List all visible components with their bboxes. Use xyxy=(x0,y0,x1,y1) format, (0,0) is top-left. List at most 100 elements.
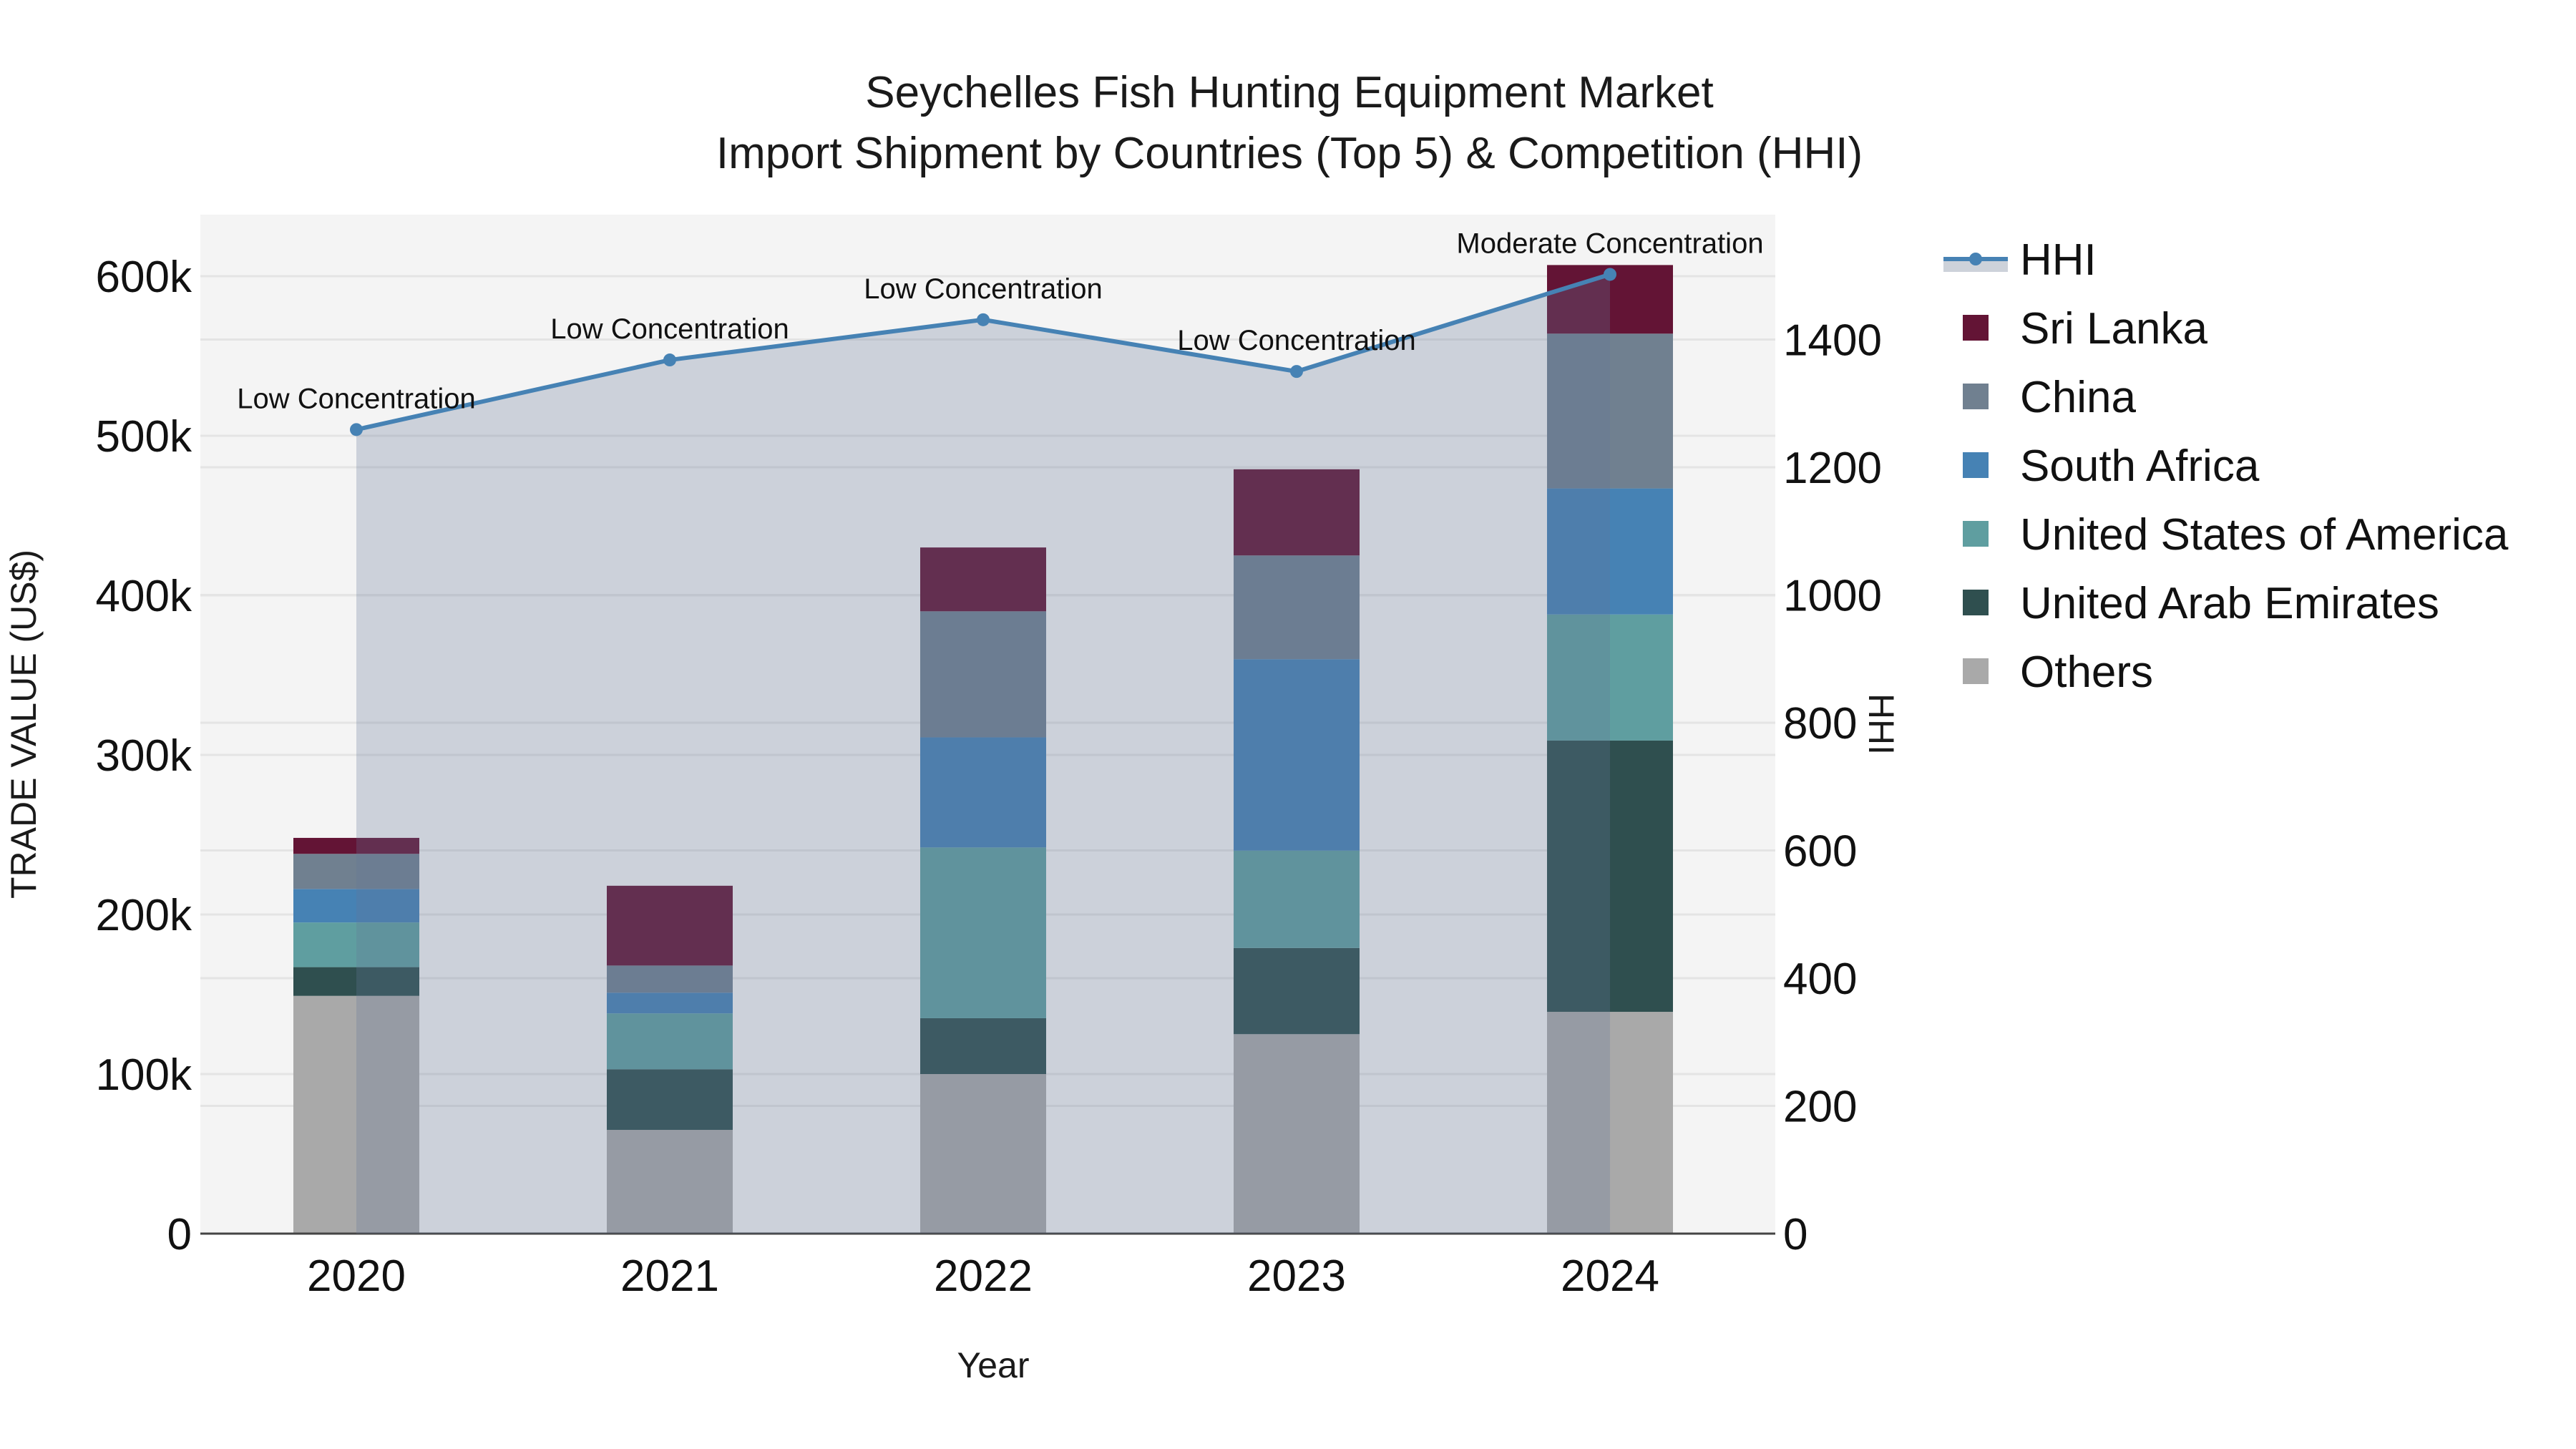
bar-segment[interactable] xyxy=(920,737,1046,848)
chart-title-line2: Import Shipment by Countries (Top 5) & C… xyxy=(716,129,1863,178)
bar-segment[interactable] xyxy=(1234,555,1360,660)
x-tick-label: 2022 xyxy=(934,1252,1033,1301)
legend-item-hhi[interactable]: HHI xyxy=(1943,235,2097,285)
y-left-tick-label: 600k xyxy=(96,253,192,302)
bar-segment[interactable] xyxy=(1547,1012,1673,1234)
y-left-tick-label: 200k xyxy=(96,891,192,940)
bar-stack-2024[interactable] xyxy=(1547,265,1673,1234)
bar-segment[interactable] xyxy=(293,854,419,889)
hhi-annotations: Low Concentration Low Concentration Low Co… xyxy=(237,228,1763,414)
y-left-tick-label: 400k xyxy=(96,572,192,621)
legend-swatch-icon xyxy=(1963,521,1989,547)
legend-item-south-africa[interactable]: South Africa xyxy=(1963,441,2260,491)
y-left-tick-label: 100k xyxy=(96,1050,192,1100)
legend: HHI Sri Lanka China South Africa United Stat… xyxy=(1943,235,2509,697)
legend-label: Sri Lanka xyxy=(2020,304,2207,353)
bar-segment[interactable] xyxy=(607,992,733,1014)
bar-segment[interactable] xyxy=(293,995,419,1234)
legend-item-others[interactable]: Others xyxy=(1963,648,2153,697)
legend-label: South Africa xyxy=(2020,441,2260,491)
x-tick-label: 2024 xyxy=(1561,1252,1659,1301)
chart-title-line1: Seychelles Fish Hunting Equipment Market xyxy=(865,68,1713,117)
bar-segment[interactable] xyxy=(607,885,733,966)
bar-segment[interactable] xyxy=(607,965,733,993)
legend-marker-icon xyxy=(1969,253,1982,265)
hhi-marker[interactable] xyxy=(977,313,990,326)
bar-segment[interactable] xyxy=(1547,333,1673,489)
x-tick-label: 2023 xyxy=(1247,1252,1346,1301)
legend-swatch-icon xyxy=(1963,452,1989,478)
hhi-annotation: Low Concentration xyxy=(1177,325,1416,356)
bar-segment[interactable] xyxy=(607,1013,733,1070)
legend-swatch-icon xyxy=(1963,315,1989,341)
bar-segment[interactable] xyxy=(920,611,1046,738)
bar-stack-2021[interactable] xyxy=(607,885,733,1234)
y-left-tick-label: 0 xyxy=(167,1210,192,1259)
legend-label: China xyxy=(2020,373,2137,422)
y-left-tick-label: 300k xyxy=(96,731,192,781)
hhi-annotation: Low Concentration xyxy=(237,383,476,414)
hhi-marker[interactable] xyxy=(663,353,676,367)
legend-item-united-states-of-america[interactable]: United States of America xyxy=(1963,510,2509,560)
legend-swatch-icon xyxy=(1963,384,1989,409)
legend-item-united-arab-emirates[interactable]: United Arab Emirates xyxy=(1963,579,2439,628)
bar-segment[interactable] xyxy=(1234,659,1360,851)
y-right-tick-label: 0 xyxy=(1783,1210,1807,1259)
bar-segment[interactable] xyxy=(1234,469,1360,556)
hhi-area xyxy=(356,274,1610,1234)
hhi-marker[interactable] xyxy=(1604,268,1616,281)
y-right-tick-label: 600 xyxy=(1783,827,1857,877)
bar-segment[interactable] xyxy=(1234,947,1360,1035)
y-right-tick-label: 800 xyxy=(1783,699,1857,748)
legend-item-sri-lanka[interactable]: Sri Lanka xyxy=(1963,304,2207,353)
bar-segment[interactable] xyxy=(293,837,419,854)
hhi-line xyxy=(350,268,1616,436)
y-right-tick-label: 1400 xyxy=(1783,316,1882,366)
y-right-tick-label: 1000 xyxy=(1783,572,1882,621)
hhi-annotation: Moderate Concentration xyxy=(1456,228,1763,259)
hhi-marker[interactable] xyxy=(350,423,363,436)
bar-segment[interactable] xyxy=(1234,1034,1360,1234)
bar-stack-2023[interactable] xyxy=(1234,469,1360,1234)
hhi-annotation: Low Concentration xyxy=(864,273,1103,305)
x-axis-ticks: 2020 2021 2022 2023 2024 xyxy=(307,1252,1659,1301)
bar-segment[interactable] xyxy=(1234,850,1360,948)
hhi-annotation: Low Concentration xyxy=(550,313,789,345)
legend-swatch-icon xyxy=(1963,658,1989,684)
bar-segment[interactable] xyxy=(920,1018,1046,1074)
bar-segment[interactable] xyxy=(1547,488,1673,615)
bar-segment[interactable] xyxy=(607,1130,733,1234)
legend-label: Others xyxy=(2020,648,2153,697)
bar-segment[interactable] xyxy=(1547,614,1673,741)
hhi-area-fill xyxy=(356,274,1610,1234)
bar-segment[interactable] xyxy=(920,1074,1046,1234)
y-left-tick-label: 500k xyxy=(96,412,192,462)
y-right-tick-label: 200 xyxy=(1783,1083,1857,1132)
bar-segment[interactable] xyxy=(293,922,419,967)
bar-segment[interactable] xyxy=(293,967,419,996)
y-axis-right-title: HHI xyxy=(1861,693,1901,755)
hhi-marker[interactable] xyxy=(1290,365,1303,379)
bar-stack-2022[interactable] xyxy=(920,547,1046,1234)
bar-segment[interactable] xyxy=(920,547,1046,612)
y-right-tick-label: 1200 xyxy=(1783,444,1882,493)
legend-label: United States of America xyxy=(2020,510,2509,560)
legend-label: United Arab Emirates xyxy=(2020,579,2439,628)
y-axis-right-ticks: 0 200 400 600 800 1000 1200 1400 xyxy=(1783,316,1882,1260)
x-axis-title: Year xyxy=(957,1345,1029,1385)
legend-swatch-icon xyxy=(1963,590,1989,615)
y-axis-left-ticks: 0 100k 200k 300k 400k 500k 600k xyxy=(96,253,192,1259)
stacked-bars xyxy=(293,265,1673,1234)
y-right-tick-label: 400 xyxy=(1783,955,1857,1004)
legend-item-china[interactable]: China xyxy=(1963,373,2137,422)
x-tick-label: 2021 xyxy=(620,1252,719,1301)
bar-stack-2020[interactable] xyxy=(293,837,419,1234)
bar-segment[interactable] xyxy=(607,1069,733,1131)
bar-segment[interactable] xyxy=(920,847,1046,1018)
x-tick-label: 2020 xyxy=(307,1252,406,1301)
legend-label: HHI xyxy=(2020,235,2097,285)
bar-segment[interactable] xyxy=(293,889,419,923)
bar-segment[interactable] xyxy=(1547,740,1673,1013)
